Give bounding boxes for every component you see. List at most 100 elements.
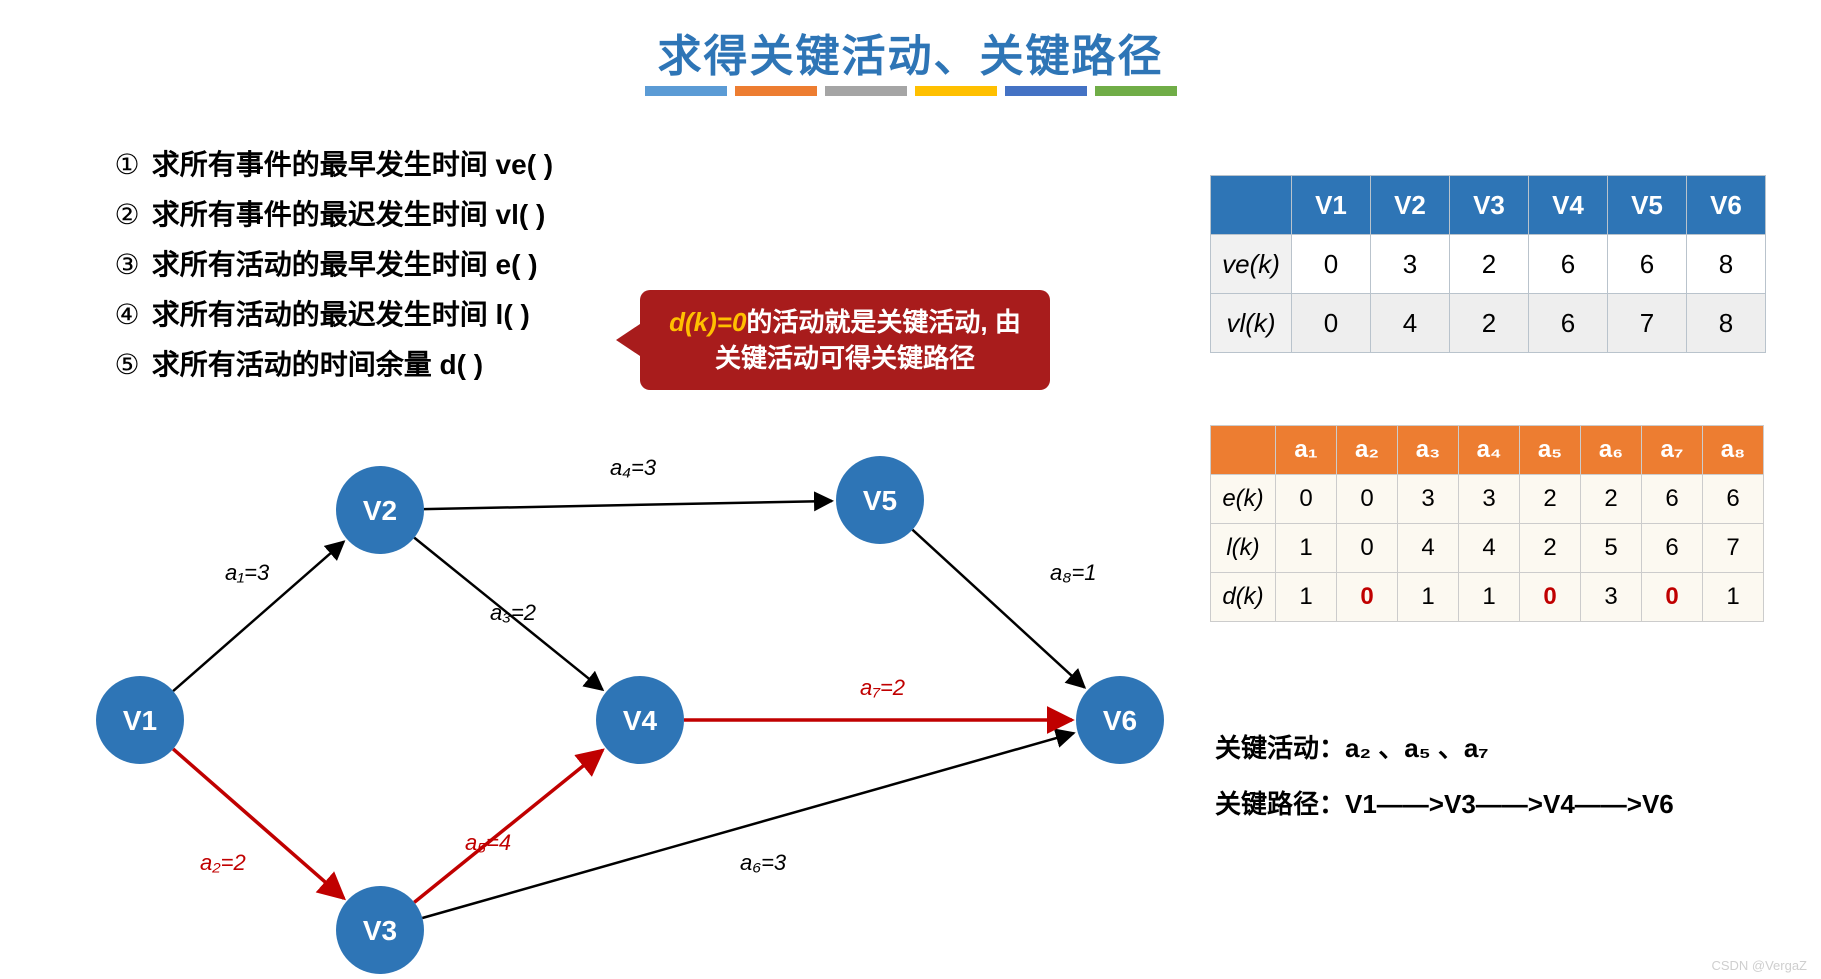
table-cell: 4: [1398, 524, 1459, 573]
table-cell: 0: [1337, 475, 1398, 524]
table-cell: 7: [1703, 524, 1764, 573]
table-header: V6: [1687, 176, 1766, 235]
table-cell: 3: [1459, 475, 1520, 524]
steps-list: ① 求所有事件的最早发生时间 ve( )② 求所有事件的最迟发生时间 vl( )…: [110, 140, 553, 390]
table-cell: 2: [1450, 235, 1529, 294]
table-cell: 1: [1703, 573, 1764, 622]
table-cell: 6: [1703, 475, 1764, 524]
edge-label: a₆=3: [740, 850, 787, 875]
table-cell: 3: [1371, 235, 1450, 294]
step-number: ④: [110, 290, 144, 340]
table-cell: 4: [1459, 524, 1520, 573]
table-cell: 6: [1642, 475, 1703, 524]
title-bar-segment: [1095, 86, 1177, 96]
step-text: 求所有活动的最早发生时间 e( ): [152, 249, 538, 280]
table-header: a₅: [1520, 426, 1581, 475]
title-bar-segment: [645, 86, 727, 96]
step-text: 求所有活动的最迟发生时间 l( ): [152, 299, 530, 330]
row-label: l(k): [1211, 524, 1276, 573]
table-header: [1211, 426, 1276, 475]
table-cell: 0: [1292, 235, 1371, 294]
title-bars: [0, 86, 1821, 96]
table-cell: 2: [1520, 524, 1581, 573]
graph-edge: [912, 530, 1084, 688]
table-cell: 0: [1642, 573, 1703, 622]
edge-label: a₃=2: [490, 600, 536, 625]
table-cell: 1: [1276, 573, 1337, 622]
table-header: V4: [1529, 176, 1608, 235]
edge-label: a₄=3: [610, 455, 657, 480]
table-cell: 6: [1608, 235, 1687, 294]
node-label: V6: [1103, 705, 1137, 736]
table-cell: 2: [1520, 475, 1581, 524]
graph-edge: [414, 750, 602, 902]
table-cell: 3: [1581, 573, 1642, 622]
table-header: a₁: [1276, 426, 1337, 475]
graph-edge: [422, 733, 1073, 918]
step-item: ② 求所有事件的最迟发生时间 vl( ): [110, 190, 553, 240]
table-cell: 3: [1398, 475, 1459, 524]
edge-label: a₅=4: [465, 830, 511, 855]
callout-line2: 关键活动可得关键路径: [715, 343, 975, 373]
title-text: 求得关键活动、关键路径: [658, 32, 1164, 81]
table-header: [1211, 176, 1292, 235]
node-label: V2: [363, 495, 397, 526]
table-header: V2: [1371, 176, 1450, 235]
step-text: 求所有活动的时间余量 d( ): [152, 349, 483, 380]
table-header: a₃: [1398, 426, 1459, 475]
table-cell: 0: [1337, 573, 1398, 622]
table-cell: 1: [1276, 524, 1337, 573]
critical-activities: 关键活动：a₂ 、a₅ 、a₇: [1215, 720, 1674, 776]
step-number: ③: [110, 240, 144, 290]
node-label: V4: [623, 705, 658, 736]
table-cell: 8: [1687, 235, 1766, 294]
step-number: ①: [110, 140, 144, 190]
edge-label: a₂=2: [200, 850, 246, 875]
table-cell: 0: [1276, 475, 1337, 524]
step-text: 求所有事件的最早发生时间 ve( ): [152, 149, 553, 180]
row-label: vl(k): [1211, 294, 1292, 353]
node-label: V3: [363, 915, 397, 946]
step-number: ⑤: [110, 340, 144, 390]
table-header: a₄: [1459, 426, 1520, 475]
page-title: 求得关键活动、关键路径: [0, 20, 1821, 84]
title-bar-segment: [735, 86, 817, 96]
table-header: a₂: [1337, 426, 1398, 475]
table-cell: 1: [1459, 573, 1520, 622]
step-text: 求所有事件的最迟发生时间 vl( ): [152, 199, 546, 230]
table-cell: 8: [1687, 294, 1766, 353]
table-cell: 1: [1398, 573, 1459, 622]
table-cell: 7: [1608, 294, 1687, 353]
title-bar-segment: [825, 86, 907, 96]
edge-label: a₈=1: [1050, 560, 1097, 585]
step-number: ②: [110, 190, 144, 240]
table-cell: 5: [1581, 524, 1642, 573]
table-cell: 0: [1337, 524, 1398, 573]
callout-box: d(k)=0的活动就是关键活动, 由 关键活动可得关键路径: [640, 290, 1050, 390]
row-label: d(k): [1211, 573, 1276, 622]
step-item: ⑤ 求所有活动的时间余量 d( ): [110, 340, 553, 390]
step-item: ④ 求所有活动的最迟发生时间 l( ): [110, 290, 553, 340]
graph-edge: [173, 749, 344, 898]
table-header: a₇: [1642, 426, 1703, 475]
title-bar-segment: [915, 86, 997, 96]
table-cell: 4: [1371, 294, 1450, 353]
event-time-table: V1V2V3V4V5V6ve(k)032668vl(k)042678: [1210, 175, 1766, 353]
table-cell: 6: [1529, 294, 1608, 353]
callout-text: d(k)=0的活动就是关键活动, 由 关键活动可得关键路径: [669, 304, 1021, 376]
edge-label: a₇=2: [860, 675, 905, 700]
row-label: e(k): [1211, 475, 1276, 524]
step-item: ① 求所有事件的最早发生时间 ve( ): [110, 140, 553, 190]
node-label: V1: [123, 705, 157, 736]
table-header: V3: [1450, 176, 1529, 235]
node-label: V5: [863, 485, 897, 516]
table-cell: 0: [1520, 573, 1581, 622]
table-cell: 2: [1450, 294, 1529, 353]
table-cell: 6: [1529, 235, 1608, 294]
table-header: V5: [1608, 176, 1687, 235]
edge-label: a₁=3: [225, 560, 270, 585]
table-header: V1: [1292, 176, 1371, 235]
aoe-graph: V1 V2 V3 V4 V5 V6 a₁=3 a₂=2 a₃=2 a₄=3 a₅=4 a₆=3 a₇=…: [80, 430, 1180, 979]
watermark: CSDN @VergaZ: [1711, 958, 1807, 973]
step-item: ③ 求所有活动的最早发生时间 e( ): [110, 240, 553, 290]
